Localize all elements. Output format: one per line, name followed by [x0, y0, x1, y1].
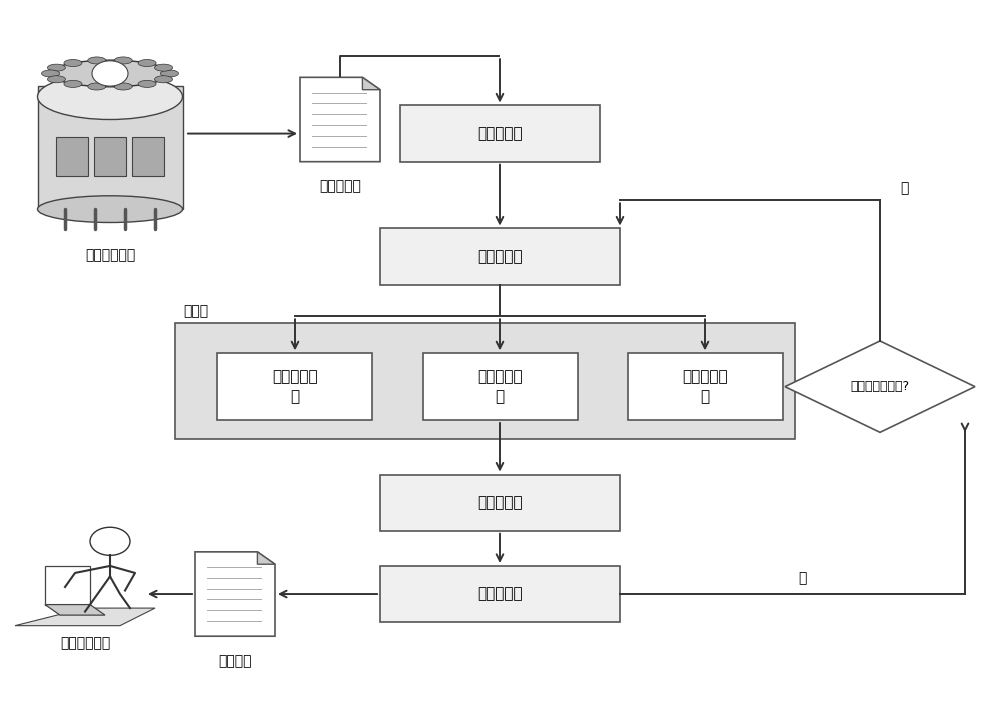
FancyBboxPatch shape: [400, 105, 600, 162]
Ellipse shape: [114, 57, 132, 64]
FancyBboxPatch shape: [380, 228, 620, 285]
Text: 结果收集器: 结果收集器: [477, 495, 523, 510]
Text: 是: 是: [798, 572, 807, 586]
Text: 故障树模型: 故障树模型: [319, 179, 361, 193]
Text: 核反应堆系统: 核反应堆系统: [85, 247, 135, 262]
Circle shape: [90, 527, 130, 555]
Text: 任务分发器: 任务分发器: [477, 249, 523, 264]
FancyBboxPatch shape: [38, 86, 182, 209]
Ellipse shape: [88, 57, 106, 64]
FancyBboxPatch shape: [132, 137, 164, 176]
Polygon shape: [362, 77, 380, 90]
Ellipse shape: [38, 195, 182, 222]
Ellipse shape: [42, 70, 60, 77]
Text: 故障诊断模块: 故障诊断模块: [60, 636, 110, 650]
Text: 割集解析器: 割集解析器: [477, 586, 523, 602]
Text: 并行机: 并行机: [183, 304, 208, 318]
Ellipse shape: [138, 80, 156, 87]
Ellipse shape: [114, 83, 132, 90]
Ellipse shape: [138, 60, 156, 67]
Polygon shape: [257, 552, 275, 565]
FancyBboxPatch shape: [94, 137, 126, 176]
Ellipse shape: [38, 74, 182, 120]
Ellipse shape: [47, 64, 65, 71]
Polygon shape: [785, 341, 975, 432]
Text: 模型解析器: 模型解析器: [477, 126, 523, 141]
Polygon shape: [195, 552, 275, 636]
Text: 否: 否: [900, 181, 908, 195]
FancyBboxPatch shape: [628, 353, 782, 420]
Ellipse shape: [155, 64, 173, 71]
Polygon shape: [45, 566, 90, 605]
Text: 计算引擎模
块: 计算引擎模 块: [682, 369, 728, 404]
Polygon shape: [300, 77, 380, 162]
Polygon shape: [15, 608, 155, 626]
Ellipse shape: [155, 76, 173, 83]
Text: 计算引擎模
块: 计算引擎模 块: [272, 369, 318, 404]
FancyBboxPatch shape: [217, 353, 372, 420]
Ellipse shape: [160, 70, 178, 77]
Text: 顶节点处理完毕?: 顶节点处理完毕?: [850, 380, 910, 393]
Ellipse shape: [51, 60, 169, 86]
Text: 最小割集: 最小割集: [218, 654, 252, 668]
Circle shape: [92, 60, 128, 86]
Polygon shape: [45, 605, 105, 615]
FancyBboxPatch shape: [380, 475, 620, 531]
Ellipse shape: [47, 76, 65, 83]
Ellipse shape: [64, 80, 82, 87]
FancyBboxPatch shape: [175, 323, 795, 439]
FancyBboxPatch shape: [422, 353, 578, 420]
Ellipse shape: [88, 83, 106, 90]
Ellipse shape: [64, 60, 82, 67]
Text: 计算引擎模
块: 计算引擎模 块: [477, 369, 523, 404]
FancyBboxPatch shape: [380, 566, 620, 622]
FancyBboxPatch shape: [56, 137, 88, 176]
